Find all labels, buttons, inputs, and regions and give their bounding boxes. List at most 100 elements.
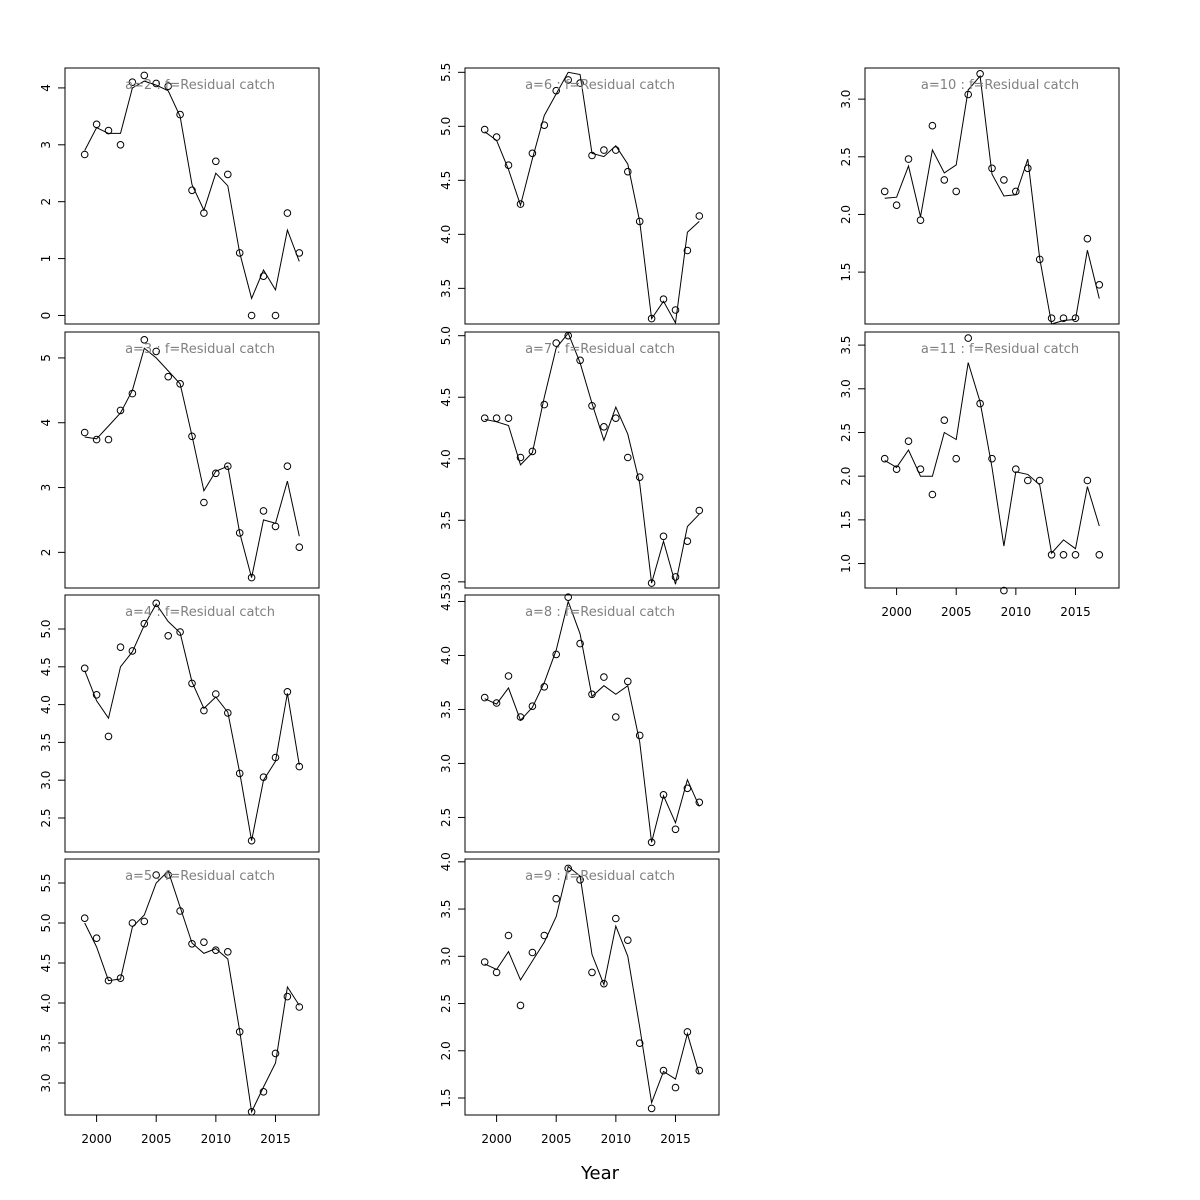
panel-frame [464,331,720,589]
observed-point [259,773,268,782]
observed-point [283,992,292,1001]
y-tick-label: 2.0 [439,1041,453,1060]
observed-point [104,126,113,135]
observed-point [695,798,704,807]
y-tick-label: 3.0 [439,754,453,773]
y-tick-label: 3.5 [439,700,453,719]
panel: 1.0 1.5 2.0 2.5 3.0 3.5 a=11 : f=Residual catc… [839,331,1120,619]
observed-point [247,836,256,845]
observed-point [128,78,137,86]
observed-point [695,1066,704,1075]
observed-point [104,976,113,985]
panel-frame [464,594,720,853]
observed-point [635,217,644,226]
observed-point [152,599,160,608]
observed-point [235,769,244,778]
observed-point [659,791,668,799]
observed-point [600,673,608,681]
observed-point [659,295,668,304]
observed-point [92,435,101,444]
y-tick-label: 2.5 [439,808,453,827]
observed-point [176,380,184,388]
observed-point [80,914,89,923]
observed-point [528,948,537,957]
panel: 2 3 4 5 a=3 : f=Residual catch [39,331,320,589]
fitted-line [84,80,300,300]
observed-point [1083,234,1092,243]
observed-point [683,246,692,255]
observed-point [188,940,196,948]
observed-point [564,593,573,602]
y-tick-label: 4.0 [39,695,53,714]
observed-point [552,339,561,347]
observed-point [1024,164,1032,173]
x-tick-label: 2000 [881,605,912,619]
y-tick-label: 3.0 [39,771,53,790]
observed-point [576,876,584,884]
observed-point [671,306,680,314]
observed-point [295,1003,304,1011]
observed-point [259,272,268,281]
observed-point [1047,551,1056,559]
observed-point [480,125,489,134]
observed-point [212,469,220,478]
y-tick-label: 3 [39,484,53,492]
y-tick-label: 1.5 [439,1088,453,1107]
panel-frame [64,331,320,589]
observed-point [200,938,208,947]
observed-point [1047,314,1056,323]
panel-frame [864,67,1120,325]
observed-point [80,428,89,437]
observed-point [271,311,280,320]
observed-point [164,82,172,90]
observed-point [588,402,596,410]
y-tick-label: 4.0 [439,225,453,244]
fitted-line [84,347,300,578]
panel-frame [464,858,720,1116]
y-tick-label: 3.0 [439,572,453,591]
observed-point [600,146,608,154]
observed-point [659,532,668,541]
observed-point [952,187,961,196]
panel-title: a=11 : f=Residual catch [921,342,1079,357]
x-tick-label: 2010 [601,1132,632,1146]
observed-point [152,871,160,879]
observed-point [1000,586,1008,595]
observed-point [271,1049,280,1058]
observed-point [140,71,149,80]
observed-point [504,931,513,940]
observed-point [624,936,632,945]
observed-point [235,1028,244,1036]
observed-point [1012,465,1020,474]
observed-point [576,639,584,648]
observed-point [176,907,184,915]
observed-point [564,76,573,84]
y-tick-label: 3.5 [39,733,53,752]
observed-point [624,677,632,686]
observed-point [200,209,208,217]
y-tick-label: 5.0 [439,326,453,345]
observed-point [612,414,620,423]
observed-point [259,1088,268,1096]
panel-title: a=8 : f=Residual catch [525,605,675,620]
y-tick-label: 1.5 [839,510,853,529]
observed-point [200,498,208,507]
panels: 0 1 2 3 4 a=2 : f=Residual catch 2 3 4 5 a=3 : f=R… [39,63,1120,1146]
y-tick-label: 5 [39,354,53,362]
observed-point [176,628,184,636]
observed-point [624,453,632,462]
observed-point [492,414,501,423]
fitted-line [484,599,700,843]
y-tick-label: 2.5 [39,808,53,827]
observed-point [128,389,137,398]
observed-point [683,1028,692,1036]
y-tick-label: 2.5 [839,423,853,442]
y-tick-label: 4 [39,419,53,427]
y-tick-label: 1.5 [839,263,853,282]
y-tick-label: 4.5 [439,592,453,611]
y-tick-label: 5.0 [439,117,453,136]
observed-point [624,167,632,176]
fitted-line [484,332,700,585]
observed-point [516,1001,525,1010]
observed-point [1035,476,1044,485]
